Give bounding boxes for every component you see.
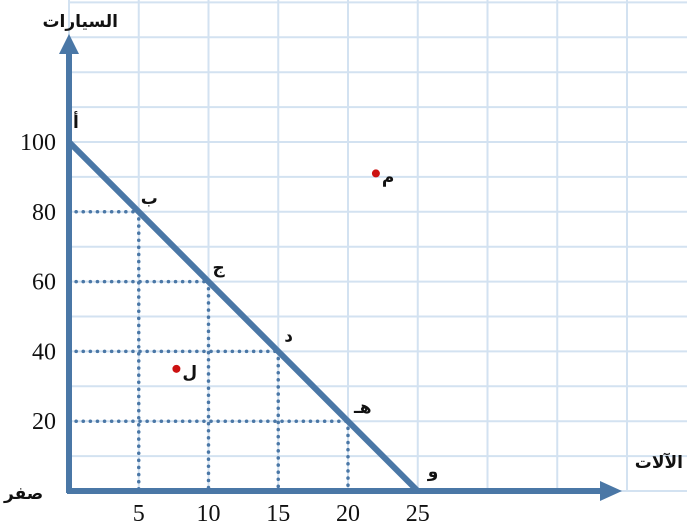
x-tick-label: 15 (266, 501, 290, 527)
tick-labels: 5 10 15 20 25 20 40 60 80 100 (20, 130, 430, 527)
extra-point-label: ل (182, 363, 197, 383)
extra-point-label: م (382, 167, 394, 187)
point-labels: أ ب ج د هـ و (73, 111, 438, 482)
y-tick-label: 60 (32, 270, 56, 296)
extra-point-marker (172, 364, 181, 373)
grid (68, 0, 687, 492)
frontier-point-label: ج (213, 259, 226, 279)
frontier-point-label: هـ (353, 398, 372, 418)
y-axis-label: السيارات (42, 12, 118, 32)
frontier-point-label: أ (73, 111, 79, 133)
axes (59, 34, 622, 501)
frontier-point-label: د (284, 326, 293, 346)
frontier-series-line (66, 139, 421, 494)
x-tick-label: 20 (336, 501, 360, 527)
origin-label: صفر (3, 484, 43, 504)
y-tick-label: 80 (32, 200, 56, 226)
extra-points: مل (172, 167, 394, 383)
extra-point-marker (371, 169, 380, 178)
x-axis-label: الآلات (635, 452, 683, 473)
y-tick-label: 40 (32, 339, 56, 365)
y-tick-label: 100 (20, 130, 56, 156)
frontier-line (66, 139, 421, 494)
x-tick-label: 5 (133, 501, 145, 527)
frontier-point-label: و (427, 462, 439, 482)
x-tick-label: 25 (406, 501, 430, 527)
guide-lines (67, 210, 350, 493)
frontier-point-label: ب (141, 189, 158, 209)
x-tick-label: 10 (197, 501, 221, 527)
x-axis-arrow (600, 481, 622, 501)
y-tick-label: 20 (32, 409, 56, 435)
y-axis-arrow (59, 34, 79, 54)
